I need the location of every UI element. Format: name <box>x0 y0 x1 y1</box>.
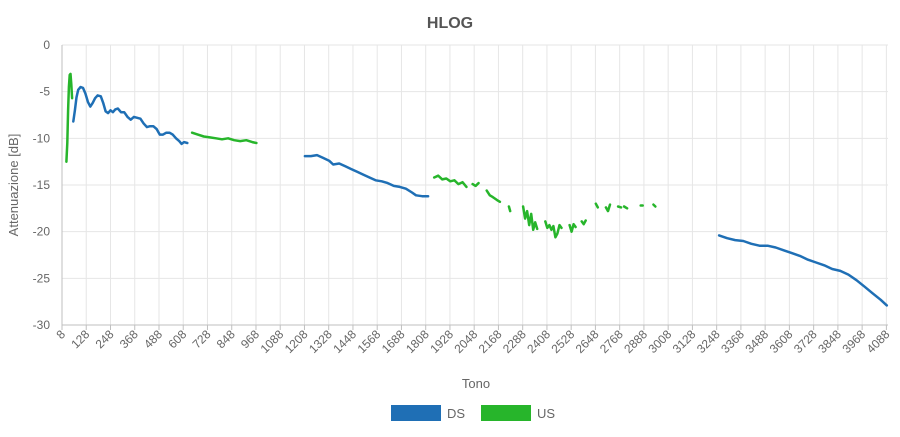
y-tick-label: -5 <box>39 85 50 99</box>
series-line-ds <box>303 153 430 198</box>
x-tick-label: 8 <box>53 327 68 342</box>
legend-swatch <box>391 405 441 421</box>
x-tick-label: 608 <box>165 327 189 351</box>
x-tick-label: 2048 <box>452 327 481 356</box>
legend-label: DS <box>447 406 465 421</box>
y-tick-label: -15 <box>33 178 51 192</box>
x-tick-label: 3728 <box>791 327 820 356</box>
x-tick-label: 848 <box>214 327 238 351</box>
x-tick-label: 2288 <box>500 327 529 356</box>
x-tick-label: 3368 <box>718 327 747 356</box>
x-tick-label: 3968 <box>839 327 868 356</box>
series-line-ds <box>717 234 889 307</box>
x-tick-label: 2768 <box>597 327 626 356</box>
y-tick-label: -25 <box>33 271 51 285</box>
x-tick-label: 2528 <box>549 327 578 356</box>
x-tick-label: 488 <box>141 327 165 351</box>
x-tick-label: 3128 <box>670 327 699 356</box>
y-tick-label: -30 <box>33 318 51 332</box>
series-line-us <box>652 203 657 208</box>
x-tick-label: 3608 <box>767 327 796 356</box>
series-line-us <box>616 205 623 209</box>
series-line-us <box>594 202 600 209</box>
series-line-us <box>432 174 468 189</box>
x-tick-label: 1808 <box>403 327 432 356</box>
x-tick-label: 728 <box>190 327 214 351</box>
x-tick-label: 368 <box>117 327 141 351</box>
series-line-us <box>521 205 539 232</box>
series-line-us <box>485 189 502 204</box>
x-tick-label: 3008 <box>646 327 675 356</box>
series-line-us <box>604 203 612 213</box>
chart-legend[interactable]: DS US <box>391 405 555 421</box>
x-tick-label: 248 <box>93 327 117 351</box>
x-tick-label: 4088 <box>864 327 893 356</box>
x-axis-ticks: 8 128 248 368 488 608 728 848 968108812081328144… <box>53 327 892 356</box>
y-axis-ticks: 0 -5 -10 -15 -20 -25 -30 <box>33 38 51 332</box>
x-tick-label: 2408 <box>524 327 553 356</box>
x-tick-label: 3248 <box>694 327 723 356</box>
series-line-us <box>544 220 563 239</box>
x-axis-title: Tono <box>462 376 490 391</box>
x-tick-label: 1448 <box>330 327 359 356</box>
series-line-us <box>507 205 512 213</box>
x-tick-label: 1208 <box>282 327 311 356</box>
chart-title: HLOG <box>427 15 473 32</box>
x-tick-label: 2648 <box>573 327 602 356</box>
x-tick-label: 1568 <box>355 327 384 356</box>
x-tick-label: 1088 <box>258 327 287 356</box>
x-tick-label: 2168 <box>476 327 505 356</box>
x-tick-label: 2888 <box>621 327 650 356</box>
series-line-us <box>580 219 587 226</box>
x-tick-label: 3848 <box>815 327 844 356</box>
series-line-us <box>65 72 74 163</box>
y-tick-label: -10 <box>33 131 51 145</box>
x-tick-label: 128 <box>68 327 92 351</box>
legend-swatch <box>481 405 531 421</box>
x-tick-label: 1928 <box>427 327 456 356</box>
legend-label: US <box>537 406 555 421</box>
x-tick-label: 1688 <box>379 327 408 356</box>
legend-item-us[interactable]: US <box>481 405 555 421</box>
x-tick-label: 1328 <box>306 327 335 356</box>
y-tick-label: 0 <box>43 38 50 52</box>
series-line-us <box>568 222 577 233</box>
legend-item-ds[interactable]: DS <box>391 405 465 421</box>
x-tick-label: 3488 <box>742 327 771 356</box>
series-line-us <box>471 181 480 188</box>
chart-plot-area <box>65 72 889 307</box>
series-line-us <box>622 205 629 210</box>
chart-axes <box>61 45 888 330</box>
series-line-ds <box>72 85 189 146</box>
y-tick-label: -20 <box>33 225 51 239</box>
series-line-us <box>190 131 258 145</box>
y-axis-title: Attenuazione [dB] <box>6 134 21 237</box>
